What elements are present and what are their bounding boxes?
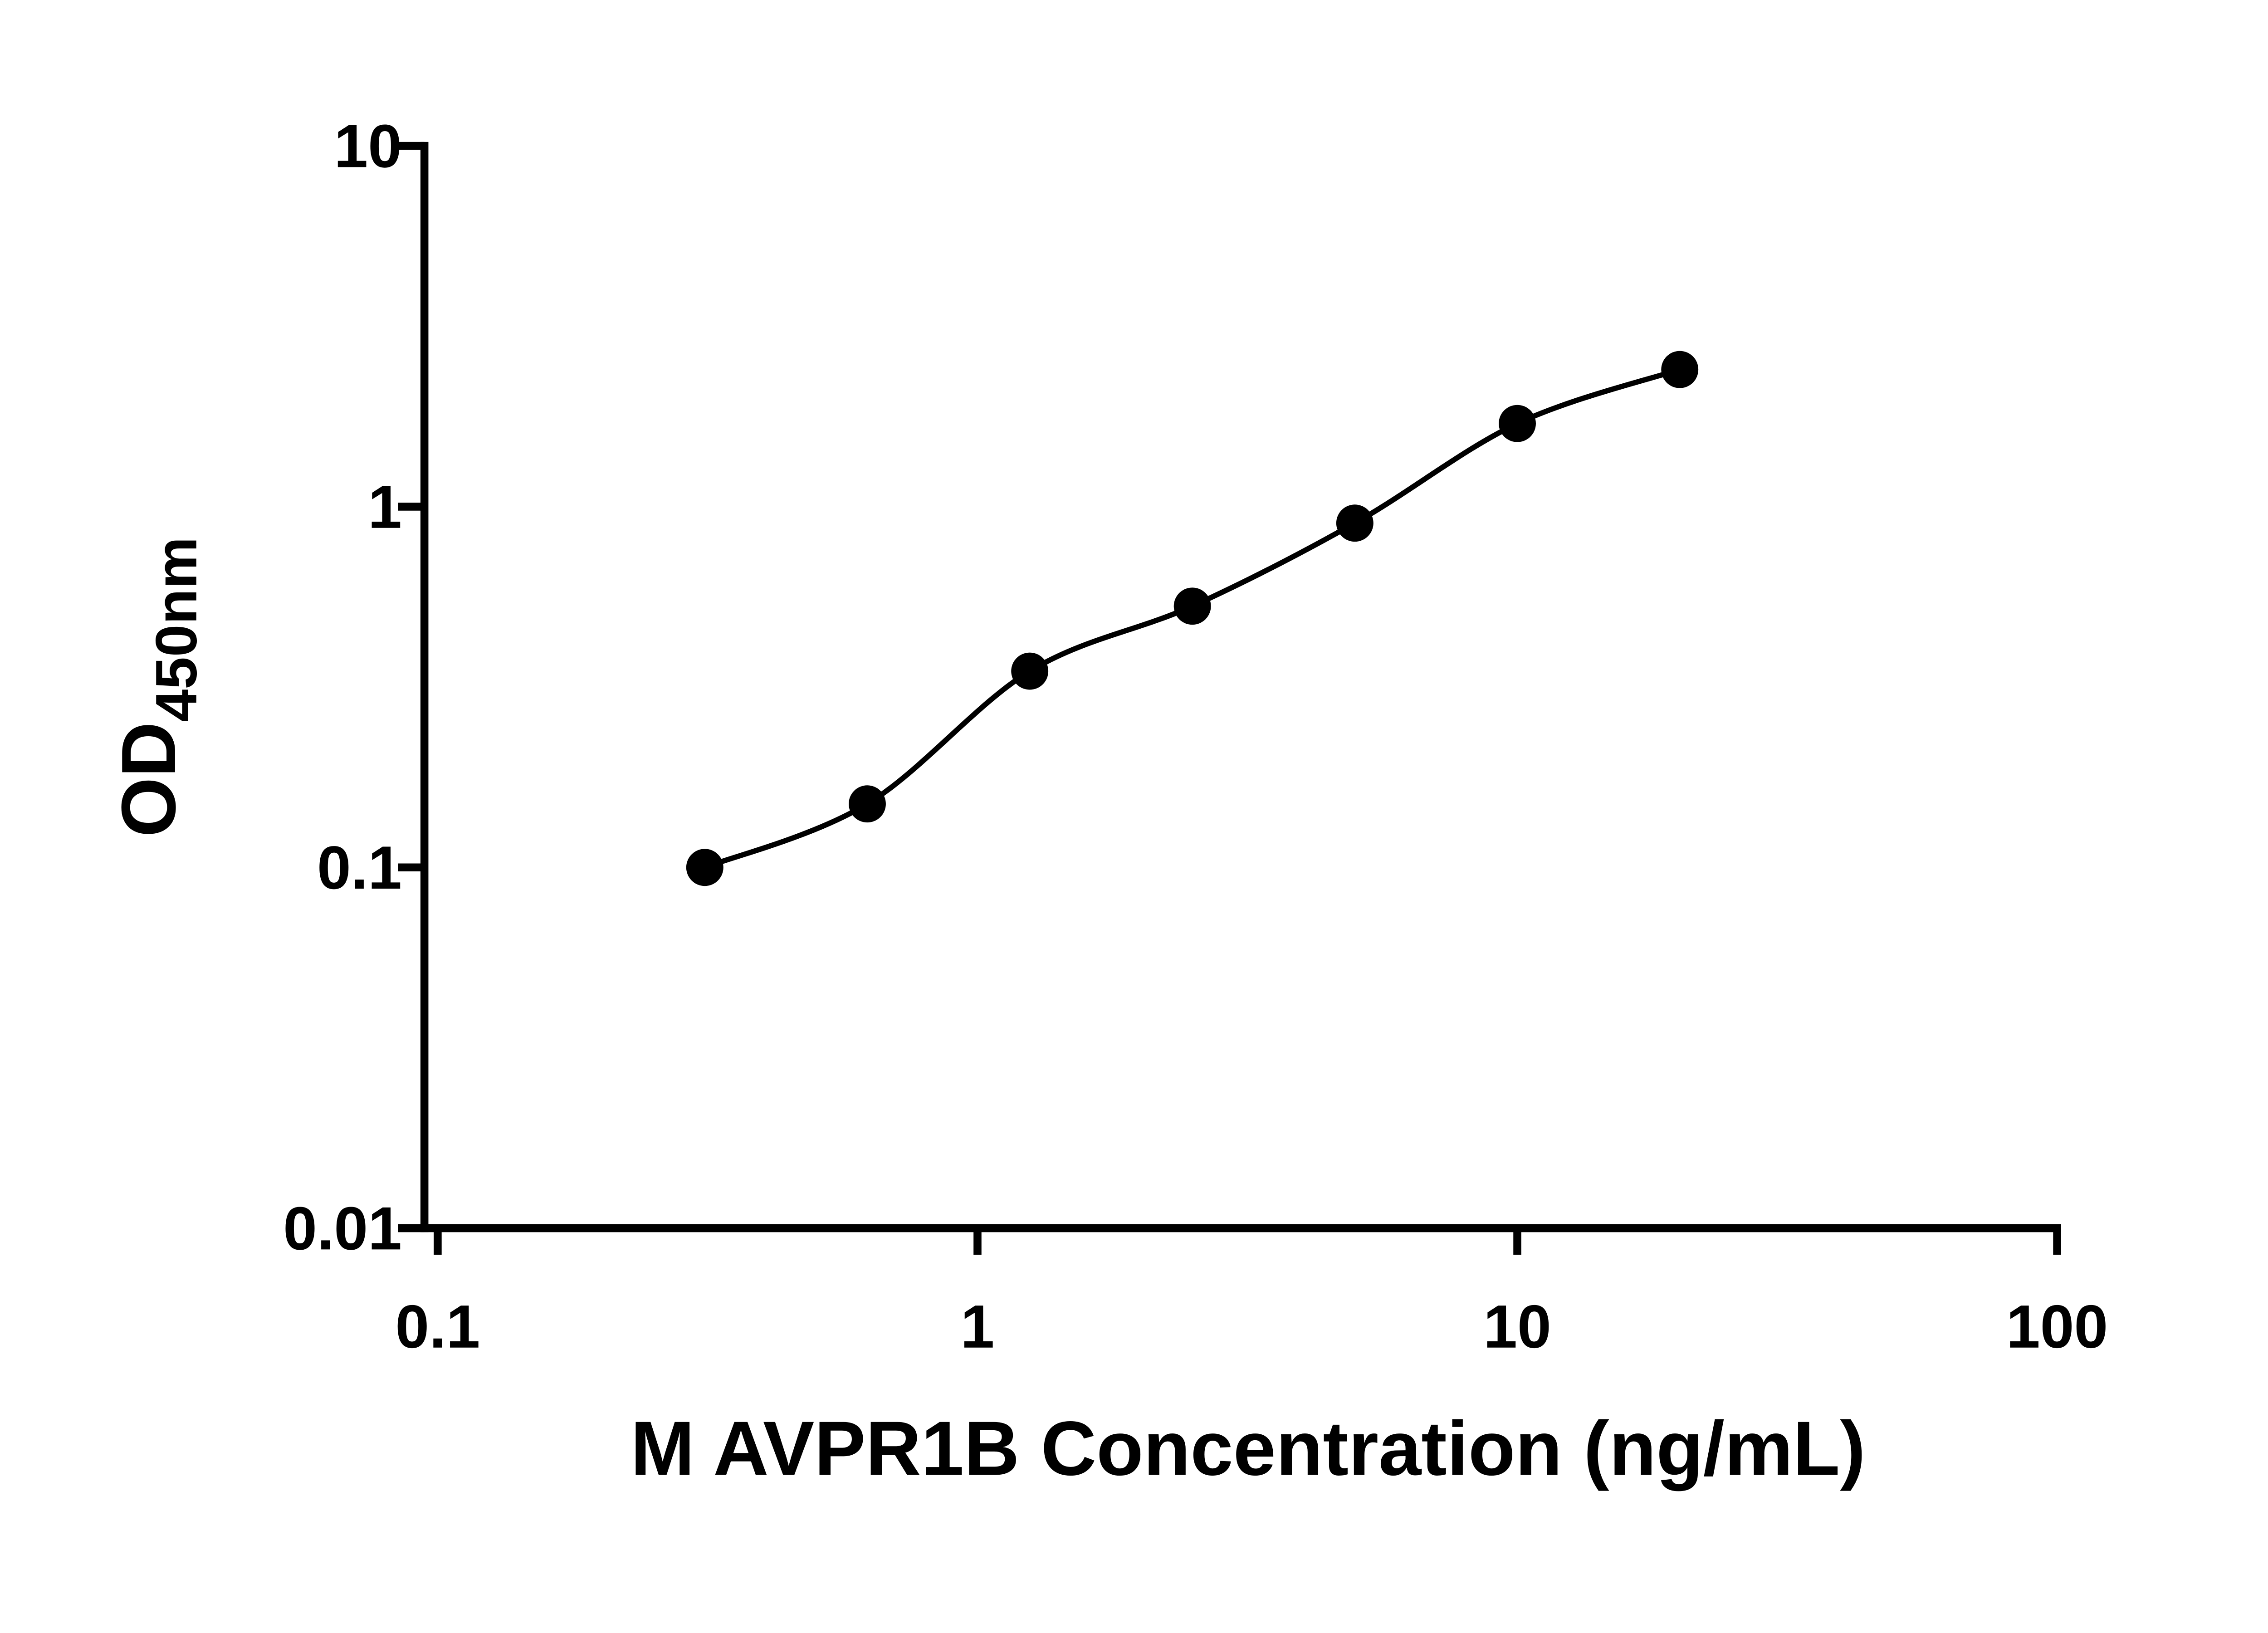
data-point bbox=[849, 785, 886, 823]
x-tick-label: 1 bbox=[961, 1292, 995, 1361]
data-point bbox=[1173, 587, 1211, 625]
y-axis-title: OD450nm bbox=[105, 537, 209, 837]
x-tick-label: 10 bbox=[1483, 1292, 1551, 1361]
data-point bbox=[1499, 405, 1536, 442]
y-axis-title-sub: 450nm bbox=[144, 537, 209, 722]
y-tick-label: 0.1 bbox=[317, 833, 402, 902]
y-tick-label: 1 bbox=[368, 473, 402, 541]
data-point bbox=[1011, 652, 1049, 690]
x-tick-label: 0.1 bbox=[395, 1292, 480, 1361]
data-point bbox=[686, 849, 723, 886]
x-axis-title: M AVPR1B Concentration (ng/mL) bbox=[631, 1405, 1866, 1491]
elisa-standard-curve-figure: M AVPR1B Concentration (ng/mL) OD450nm 0… bbox=[105, 112, 2108, 1491]
data-point bbox=[1661, 351, 1699, 388]
chart-canvas: M AVPR1B Concentration (ng/mL) OD450nm 0… bbox=[105, 112, 2108, 1491]
y-tick-label: 10 bbox=[334, 112, 402, 180]
y-axis-title-main: OD bbox=[105, 722, 191, 837]
x-tick-label: 100 bbox=[2006, 1292, 2108, 1361]
data-point bbox=[1336, 504, 1374, 542]
y-tick-label: 0.01 bbox=[283, 1194, 402, 1262]
